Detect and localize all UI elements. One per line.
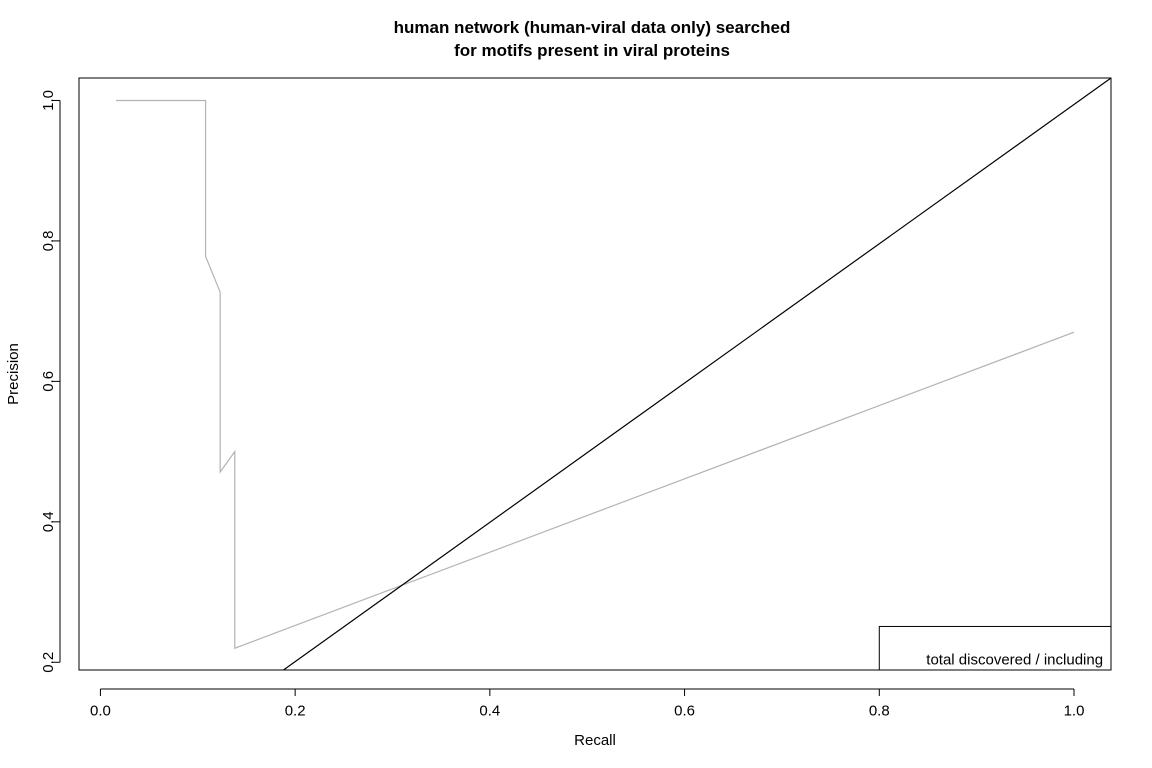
y-axis-label: Precision: [5, 343, 22, 405]
x-tick-label: 0.2: [285, 702, 306, 719]
y-tick-label: 0.6: [40, 371, 57, 392]
legend: total discovered / including: [878, 625, 1111, 670]
x-axis-label: Recall: [574, 732, 616, 749]
x-tick-label: 0.8: [869, 702, 890, 719]
y-axis: 0.2 0.4 0.6 0.8 1.0: [40, 90, 61, 673]
x-tick-label: 0.6: [674, 702, 695, 719]
series-layer: [115, 78, 1111, 670]
x-axis: 0.0 0.2 0.4 0.6 0.8 1.0: [90, 688, 1085, 719]
series-line-2: [283, 78, 1111, 670]
series-line-1: [115, 99, 1075, 650]
x-tick-label: 0.4: [479, 702, 500, 719]
y-tick-label: 0.8: [40, 230, 57, 251]
y-tick-label: 1.0: [40, 90, 57, 111]
chart-title-line-2: for motifs present in viral proteins: [454, 41, 730, 60]
plot-frame: [78, 77, 1112, 671]
chart-title-line-1: human network (human-viral data only) se…: [393, 18, 791, 37]
legend-box: [878, 625, 1111, 670]
legend-label: total discovered / including: [926, 651, 1103, 668]
x-tick-label: 1.0: [1064, 702, 1085, 719]
y-tick-label: 0.2: [40, 652, 57, 673]
x-tick-label: 0.0: [90, 702, 111, 719]
y-tick-label: 0.4: [40, 511, 57, 532]
